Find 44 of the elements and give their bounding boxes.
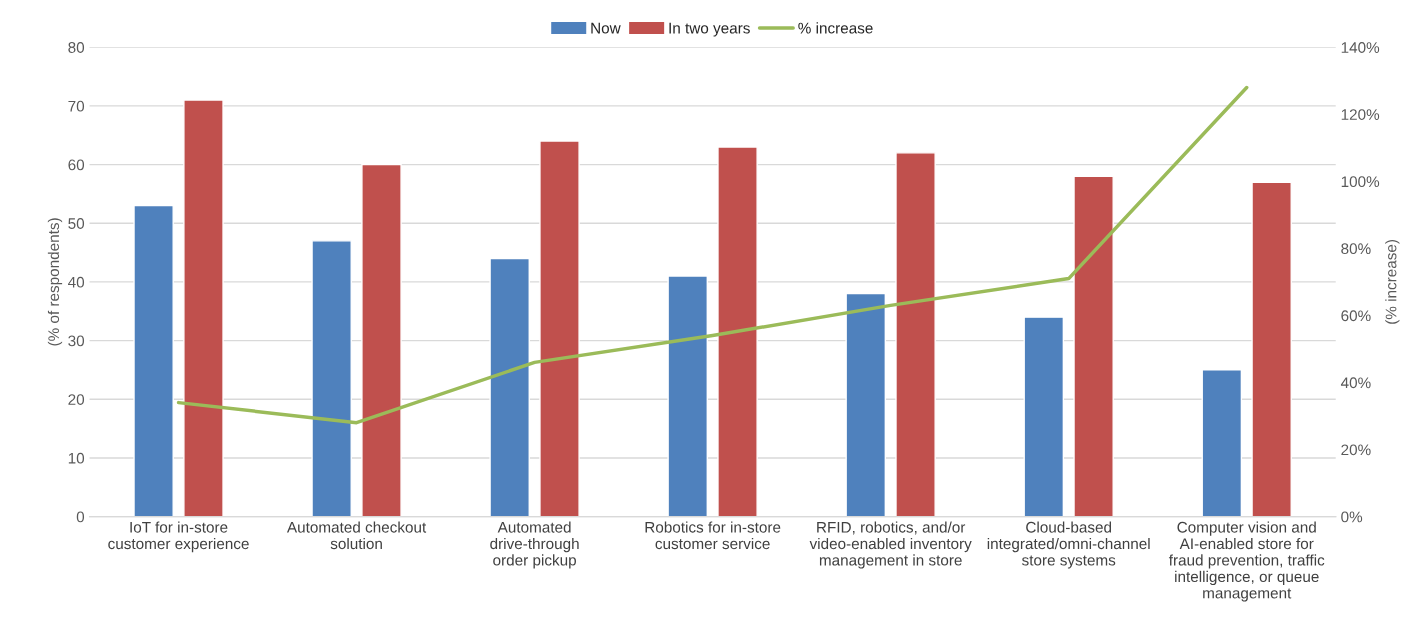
y2-tick-label: 80% — [1341, 243, 1371, 255]
line-series — [176, 85, 1249, 425]
y-tick-label: 80 — [68, 42, 85, 53]
y-tick-label: 60 — [68, 159, 85, 171]
bar — [1073, 175, 1114, 517]
bar — [133, 204, 174, 517]
bar — [667, 275, 708, 517]
y-tick-label: 40 — [68, 276, 85, 288]
y2-axis-title: (% increase) — [1385, 240, 1400, 324]
bar — [539, 140, 580, 517]
y2-tick-label: 100% — [1341, 176, 1380, 188]
bar — [1023, 316, 1065, 517]
bar — [1201, 369, 1243, 517]
x-tick-label: Automated checkout solution — [286, 521, 427, 550]
legend-label: In two years — [669, 22, 750, 37]
x-tick-label: Robotics for in-store customer service — [645, 521, 781, 550]
bar — [361, 163, 402, 517]
bar — [1251, 181, 1292, 517]
y-tick-label: 50 — [68, 218, 85, 229]
bar — [895, 152, 936, 517]
bar — [845, 292, 887, 517]
y2-tick-label: 140% — [1341, 42, 1380, 53]
y2-tick-label: 40% — [1340, 377, 1371, 389]
bar — [717, 146, 758, 517]
y2-tick-label: 0% — [1341, 511, 1363, 523]
y2-tick-label: 120% — [1341, 109, 1380, 120]
y-tick-label: 0 — [76, 511, 85, 523]
y-axis-title: (% of respondents) — [47, 218, 63, 346]
y-tick-label: 30 — [68, 335, 85, 347]
x-tick-label: IoT for in-store customer experience — [108, 521, 249, 553]
y-tick-label: 70 — [68, 100, 85, 112]
x-tick-label: Computer vision and AI-enabled store for fraud prevention, traffic intelligence, or queue management — [1168, 521, 1325, 602]
y2-tick-label: 60% — [1341, 310, 1371, 322]
x-tick-label: Automated drive-through order pickup — [490, 521, 579, 569]
bar — [489, 257, 530, 517]
legend-label: Now — [591, 22, 621, 34]
x-tick-label: Cloud-based integrated/omni-channel store systems — [987, 521, 1150, 569]
y-tick-label: 10 — [68, 452, 85, 464]
x-tick-label: RFID, robotics, and/or video-enabled inventory management in store — [809, 521, 972, 569]
bar — [311, 240, 352, 517]
y2-tick-label: 20% — [1341, 444, 1371, 456]
y-tick-label: 20 — [68, 394, 85, 405]
bar — [183, 99, 224, 517]
legend-label: % increase — [798, 22, 873, 34]
